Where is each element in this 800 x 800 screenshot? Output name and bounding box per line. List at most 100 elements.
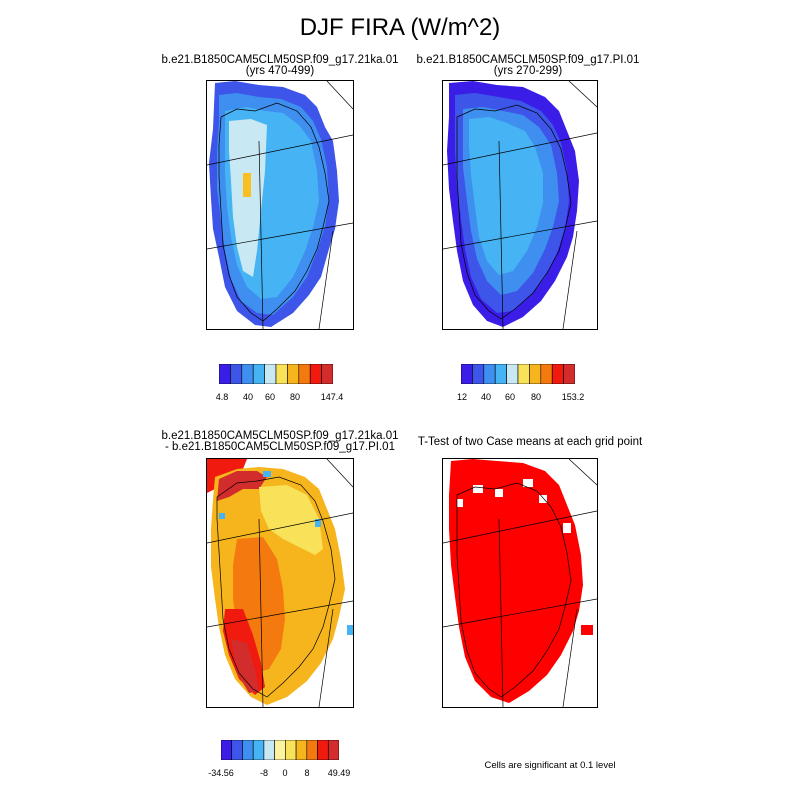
tick-label: 49.49 (327, 768, 351, 778)
panel-title-ttest-line1: T-Test of two Case means at each grid po… (417, 436, 643, 448)
map-case1 (206, 80, 354, 330)
tick-label: 40 (242, 392, 253, 402)
colorbar-swatch (252, 364, 265, 384)
colorbar-swatch (274, 740, 286, 760)
panel-title-case1-line1: b.e21.B1850CAM5CLM50SP.f09_g17.21ka.01 (161, 54, 399, 66)
region-fill-case2 (447, 81, 579, 327)
meridian-3 (498, 140, 504, 329)
panel-title-case2-line1: b.e21.B1850CAM5CLM50SP.f09_g17.PI.01 (416, 54, 640, 66)
panel-title-case1-line2: (yrs 470-499) (245, 65, 315, 77)
colorbar-swatch (551, 364, 564, 384)
panel-title-case1: b.e21.B1850CAM5CLM50SP.f09_g17.21ka.01 (… (150, 54, 410, 77)
tick-label: 8 (304, 768, 310, 778)
colorbar-swatch (472, 364, 485, 384)
meridian-5 (568, 459, 597, 486)
fill-blue-cell (315, 519, 321, 527)
meridian-4 (318, 230, 334, 329)
tick-label: -8 (259, 768, 268, 778)
colorbar-case1-labels: 4.8 40 60 80 147.4 (216, 392, 344, 404)
gap-cell (457, 499, 463, 507)
tick-label: 40 (480, 392, 491, 402)
gap-cell (539, 495, 547, 503)
colorbar-swatch (252, 740, 265, 760)
colorbar-swatch (506, 364, 519, 384)
colorbar-swatch (219, 364, 231, 384)
gap-cell (473, 485, 483, 493)
meridian-5 (326, 459, 353, 488)
meridian-2 (443, 220, 597, 250)
region-fill-diff (207, 459, 353, 705)
meridian-3 (258, 140, 264, 329)
colorbar-case1 (219, 364, 333, 384)
region-fill-case1 (209, 81, 339, 327)
tick-label: 60 (504, 392, 515, 402)
meridian-2 (207, 600, 353, 628)
gap-cell (563, 523, 571, 533)
colorbar-swatch (242, 740, 254, 760)
map-ttest (442, 458, 598, 708)
meridian-4 (318, 608, 334, 707)
colorbar-swatch (263, 740, 275, 760)
colorbar-swatch (309, 364, 322, 384)
colorbar-swatch (517, 364, 530, 384)
meridian-2 (207, 222, 353, 250)
colorbar-swatch (461, 364, 473, 384)
colorbar-swatch (298, 364, 311, 384)
coastline (216, 476, 336, 698)
colorbar-swatch (295, 740, 308, 760)
meridian-5 (568, 81, 597, 108)
tick-label: 147.4 (320, 392, 344, 402)
coastline (456, 104, 572, 320)
gap-cell (523, 479, 533, 487)
tick-label: 60 (264, 392, 275, 402)
fill-sig-cell (581, 625, 593, 635)
colorbar-swatch (231, 740, 243, 760)
map-diff (206, 458, 354, 708)
colorbar-swatch (317, 740, 329, 760)
tick-label: -34.56 (208, 768, 234, 778)
meridian-1 (443, 510, 597, 544)
colorbar-swatch (264, 364, 277, 384)
figure-title: DJF FIRA (W/m^2) (299, 14, 501, 41)
meridian-3 (258, 518, 264, 707)
colorbar-swatch (494, 364, 507, 384)
tick-label: 12 (456, 392, 467, 402)
panel-title-diff-line1: b.e21.B1850CAM5CLM50SP.f09_g17.21ka.01 (161, 430, 399, 442)
fill-blue-cell (263, 471, 271, 477)
fill-blue-cell (219, 513, 225, 519)
meridian-4 (562, 230, 578, 329)
colorbar-swatch (275, 364, 288, 384)
colorbar-swatch (327, 740, 339, 760)
meridian-1 (207, 512, 353, 544)
fill-main (469, 117, 543, 275)
colorbar-swatch (241, 364, 254, 384)
fill-sig (449, 459, 583, 703)
tick-label: 0 (282, 768, 288, 778)
fill-north-red (217, 471, 267, 501)
fill-blue-cell (347, 625, 353, 635)
colorbar-swatch (230, 364, 243, 384)
colorbar-swatch (306, 740, 318, 760)
region-fill-ttest (449, 459, 593, 703)
panel-title-case2: b.e21.B1850CAM5CLM50SP.f09_g17.PI.01 (yr… (398, 54, 658, 77)
colorbar-case2-labels: 12 40 60 80 153.2 (457, 392, 584, 404)
map-case2 (442, 80, 598, 330)
gap-cell (495, 489, 503, 497)
meridian-4 (562, 608, 578, 707)
colorbar-swatch (483, 364, 496, 384)
colorbar-swatch (321, 364, 333, 384)
colorbar-swatch (540, 364, 553, 384)
tick-label: 80 (530, 392, 541, 402)
meridian-1 (443, 132, 597, 166)
panel-title-diff: b.e21.B1850CAM5CLM50SP.f09_g17.21ka.01 -… (150, 430, 410, 453)
panel-title-diff-line2: - b.e21.B1850CAM5CLM50SP.f09_g17.PI.01 (165, 441, 395, 453)
coastline (218, 102, 330, 322)
meridian-5 (326, 81, 353, 110)
colorbar-diff (221, 740, 339, 760)
meridian-1 (207, 134, 353, 166)
fill-hot (243, 173, 251, 197)
meridian-3 (498, 518, 504, 707)
colorbar-swatch (529, 364, 542, 384)
colorbar-diff-labels: -34.56 -8 0 8 49.49 (208, 768, 350, 780)
fill-light (259, 485, 323, 555)
